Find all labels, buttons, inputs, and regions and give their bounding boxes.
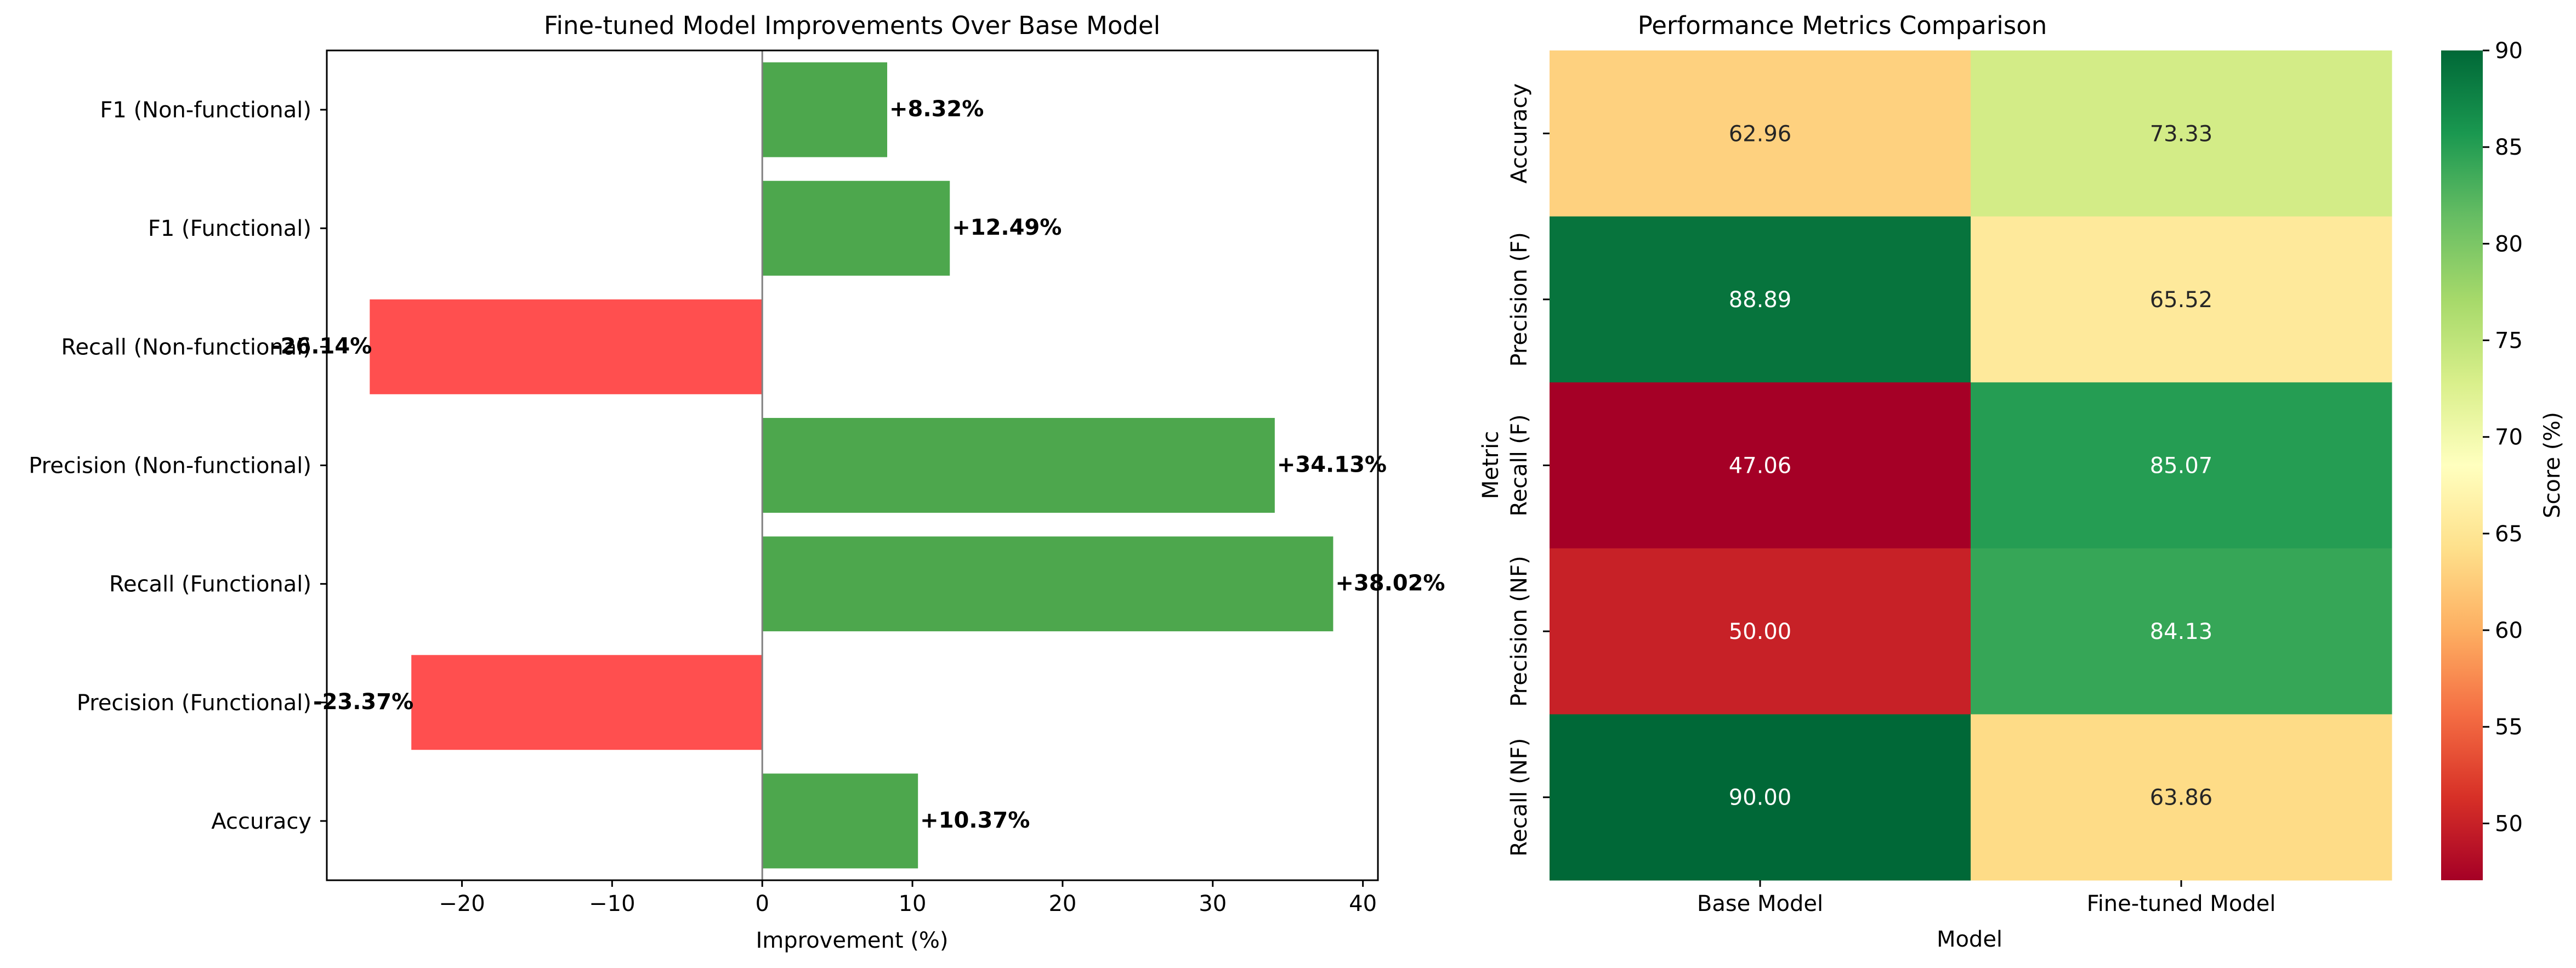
bar-x-axis-label: Improvement (%): [756, 928, 948, 953]
colorbar-tick-label: 80: [2495, 231, 2523, 257]
colorbar-gradient: [2441, 50, 2483, 880]
bar-x-tick-label: 10: [899, 891, 927, 916]
heatmap-cell: [1550, 216, 1971, 383]
heatmap-cell-value: 62.96: [1729, 121, 1792, 146]
improvement-bar-chart: Fine-tuned Model Improvements Over Base …: [29, 11, 1445, 953]
heatmap-cell: [1971, 714, 2392, 881]
bar-marks: [370, 62, 1334, 869]
heatmap-row-label: Recall (NF): [1507, 738, 1532, 857]
bar-category-labels: Accuracy Precision (Functional) Recall (Fu…: [29, 98, 327, 834]
bar-category-label: Precision (Functional): [77, 690, 311, 716]
colorbar-tick-label: 60: [2495, 618, 2523, 643]
heatmap-cell-value: 65.52: [2150, 287, 2213, 313]
heatmap-cell: [1550, 382, 1971, 549]
heatmap-cell: [1971, 216, 2392, 383]
bar-x-tick-label: −20: [439, 891, 485, 916]
colorbar-ticks: 50 55 60 65 70 75 80 85 90: [2483, 38, 2523, 836]
heatmap-cells: [1550, 50, 2392, 881]
heatmap-row-label: Recall (F): [1507, 414, 1532, 516]
heatmap-cell-value: 73.33: [2150, 121, 2213, 146]
bar: [762, 418, 1275, 513]
bar: [762, 62, 888, 157]
bar-value-label: +8.32%: [889, 97, 984, 122]
heatmap-column-labels: Base Model Fine-tuned Model: [1697, 880, 2276, 916]
bar-value-label: +12.49%: [952, 215, 1062, 240]
heatmap-cell-value: 85.07: [2150, 454, 2213, 479]
colorbar-tick-label: 70: [2495, 425, 2523, 450]
heatmap-cell: [1550, 714, 1971, 881]
heatmap-y-axis-label: Metric: [1478, 431, 1503, 499]
bar: [762, 180, 950, 276]
heatmap-cell-labels: 62.96 73.33 88.89 65.52 47.06 85.07 50.00 84.13…: [1729, 121, 2213, 810]
bar-category-label: Recall (Functional): [109, 572, 311, 597]
heatmap-row-label: Precision (F): [1507, 232, 1532, 366]
bar-value-label: +34.13%: [1277, 452, 1387, 478]
heatmap-cell: [1550, 50, 1971, 217]
bar-value-label: +38.02%: [1335, 571, 1445, 596]
bar-x-tick-label: 20: [1048, 891, 1076, 916]
bar-x-tick-label: 30: [1199, 891, 1227, 916]
colorbar-tick-label: 90: [2495, 38, 2523, 64]
bar-category-label: F1 (Functional): [148, 216, 311, 241]
colorbar-tick-label: 65: [2495, 522, 2523, 547]
bar-category-label: F1 (Non-functional): [100, 98, 311, 123]
heatmap-row-label: Precision (NF): [1507, 556, 1532, 706]
colorbar-tick-label: 50: [2495, 811, 2523, 836]
heatmap-cell-value: 63.86: [2150, 785, 2213, 811]
bar: [411, 655, 763, 750]
heatmap-cell: [1971, 50, 2392, 217]
bar-x-tick-label: −10: [589, 891, 635, 916]
bar-category-label: Recall (Non-functional): [61, 335, 311, 360]
heatmap-cell-value: 50.00: [1729, 619, 1792, 644]
heatmap-column-label: Fine-tuned Model: [2087, 891, 2276, 916]
colorbar-tick-label: 55: [2495, 715, 2523, 740]
colorbar-label: Score (%): [2540, 412, 2565, 518]
bar: [370, 299, 763, 394]
bar-x-tick-labels: −20 −10 0 10 20 30 40: [439, 880, 1377, 916]
colorbar-tick-label: 75: [2495, 329, 2523, 354]
bar-x-tick-label: 40: [1349, 891, 1377, 916]
heatmap-cell-value: 47.06: [1729, 454, 1792, 479]
heatmap-cell: [1971, 548, 2392, 715]
bar: [762, 773, 918, 869]
heatmap-row-labels: Accuracy Precision (F) Recall (F) Precision…: [1507, 83, 1550, 857]
heatmap-row-label: Accuracy: [1507, 83, 1532, 184]
bar-x-tick-label: 0: [755, 891, 769, 916]
heatmap-title: Performance Metrics Comparison: [1638, 11, 2047, 40]
colorbar-tick-label: 85: [2495, 135, 2523, 160]
heatmap-cell: [1971, 382, 2392, 549]
heatmap-column-label: Base Model: [1697, 891, 1823, 916]
bar: [762, 536, 1334, 632]
bar-category-label: Precision (Non-functional): [29, 454, 311, 479]
heatmap-cell-value: 88.89: [1729, 287, 1792, 313]
heatmap-cell-value: 84.13: [2150, 619, 2213, 644]
bar-value-label: -23.37%: [313, 689, 413, 715]
heatmap-x-axis-label: Model: [1937, 927, 2002, 952]
metrics-heatmap: Performance Metrics Comparison 62.96 73.3…: [1478, 11, 2392, 952]
heatmap-cell-value: 90.00: [1729, 785, 1792, 811]
bar-chart-title: Fine-tuned Model Improvements Over Base …: [544, 11, 1160, 40]
heatmap-colorbar: 50 55 60 65 70 75 80 85 90 Score (%): [2441, 38, 2565, 880]
bar-value-labels: +10.37%-23.37%+38.02%+34.13%-26.14%+12.4…: [271, 97, 1445, 833]
bar-value-label: +10.37%: [920, 808, 1030, 833]
heatmap-cell: [1550, 548, 1971, 715]
bar-category-label: Accuracy: [211, 809, 311, 834]
